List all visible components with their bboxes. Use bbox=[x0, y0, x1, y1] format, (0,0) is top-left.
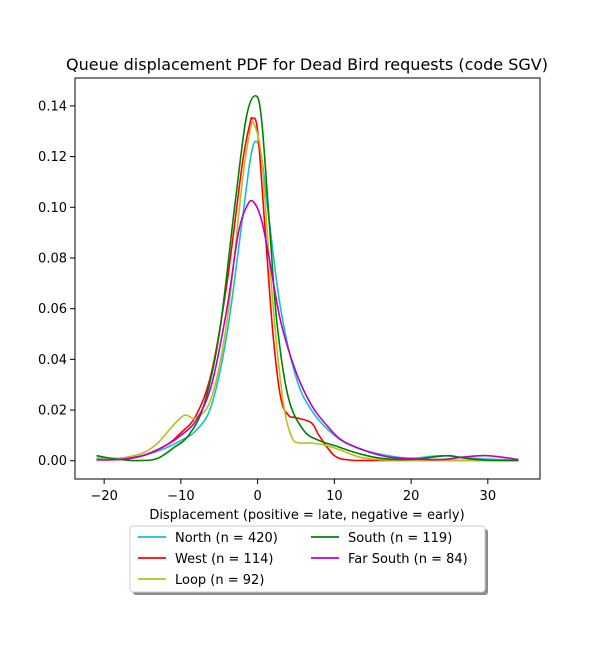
legend-label: Far South (n = 84) bbox=[348, 552, 468, 567]
y-tick-label: 0.02 bbox=[38, 404, 67, 419]
y-tick-label: 0.06 bbox=[38, 302, 67, 317]
legend-label: Loop (n = 92) bbox=[175, 573, 264, 588]
y-tick-label: 0.04 bbox=[38, 353, 67, 368]
series-layer bbox=[96, 94, 519, 462]
series-line bbox=[96, 94, 519, 462]
x-tick-label: −20 bbox=[90, 489, 117, 504]
y-tick-label: 0.14 bbox=[38, 99, 67, 114]
axes-layer: −20 −10 0 10 20 30 0.00 0.02 0.04 0.06 0.08 0.10 0.1… bbox=[38, 99, 496, 504]
series-line bbox=[96, 120, 519, 462]
legend-box bbox=[129, 525, 486, 593]
series-line bbox=[96, 140, 519, 461]
y-tick-label: 0.00 bbox=[38, 454, 67, 469]
y-tick-label: 0.12 bbox=[38, 150, 67, 165]
x-tick-label: 0 bbox=[253, 489, 261, 504]
legend-label: South (n = 119) bbox=[348, 531, 452, 546]
legend-label: West (n = 114) bbox=[175, 552, 273, 567]
legend-label: North (n = 420) bbox=[175, 531, 278, 546]
x-tick-label: 30 bbox=[480, 489, 497, 504]
y-tick-label: 0.08 bbox=[38, 251, 67, 266]
x-axis-label: Displacement (positive = late, negative … bbox=[149, 508, 464, 523]
legend: North (n = 420) West (n = 114) Loop (n = 9… bbox=[129, 525, 488, 595]
chart-title: Queue displacement PDF for Dead Bird req… bbox=[66, 55, 548, 74]
plot-frame bbox=[74, 77, 541, 480]
series-line bbox=[96, 199, 519, 461]
x-tick-label: 10 bbox=[326, 489, 343, 504]
x-tick-label: 20 bbox=[403, 489, 420, 504]
x-tick-label: −10 bbox=[167, 489, 194, 504]
series-line bbox=[96, 116, 519, 462]
y-tick-label: 0.10 bbox=[38, 201, 67, 216]
